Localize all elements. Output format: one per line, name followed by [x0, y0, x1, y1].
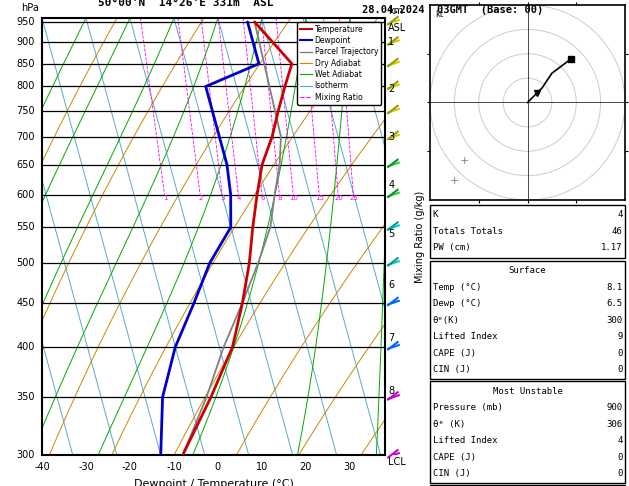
Text: Surface: Surface: [509, 266, 547, 275]
Text: -10: -10: [166, 462, 182, 472]
Text: km: km: [388, 5, 403, 16]
Text: 900: 900: [17, 37, 35, 47]
Text: 2: 2: [388, 84, 394, 94]
Text: 3: 3: [388, 132, 394, 141]
Text: 25: 25: [349, 195, 358, 201]
Text: 550: 550: [16, 222, 35, 232]
Text: Totals Totals: Totals Totals: [433, 227, 503, 236]
Text: 20: 20: [299, 462, 312, 472]
Text: 7: 7: [388, 332, 394, 343]
Text: 700: 700: [16, 132, 35, 141]
Text: 650: 650: [16, 159, 35, 170]
Text: 2: 2: [199, 195, 203, 201]
Text: 4: 4: [388, 180, 394, 190]
Text: Pressure (mb): Pressure (mb): [433, 403, 503, 412]
Text: 0: 0: [617, 365, 623, 374]
Text: 4: 4: [237, 195, 242, 201]
Text: 10: 10: [256, 462, 268, 472]
Text: LCL: LCL: [388, 457, 406, 468]
Text: 50°00'N  14°26'E 331m  ASL: 50°00'N 14°26'E 331m ASL: [98, 0, 274, 8]
Text: CAPE (J): CAPE (J): [433, 349, 476, 358]
Text: θᵉ (K): θᵉ (K): [433, 420, 465, 429]
Text: 6.5: 6.5: [606, 299, 623, 308]
Text: 1: 1: [388, 37, 394, 47]
Text: 800: 800: [17, 82, 35, 91]
Text: CAPE (J): CAPE (J): [433, 453, 476, 462]
Text: 4: 4: [617, 210, 623, 219]
Text: -40: -40: [34, 462, 50, 472]
Text: 8: 8: [388, 386, 394, 396]
Text: -30: -30: [78, 462, 94, 472]
Text: 5: 5: [388, 229, 394, 239]
Text: 500: 500: [16, 258, 35, 268]
Text: θᵉ(K): θᵉ(K): [433, 316, 459, 325]
Text: 900: 900: [606, 403, 623, 412]
Text: 6: 6: [260, 195, 265, 201]
Text: 28.04.2024  03GMT  (Base: 00): 28.04.2024 03GMT (Base: 00): [362, 5, 543, 15]
Text: 0: 0: [215, 462, 221, 472]
Text: hPa: hPa: [21, 3, 39, 13]
Text: Temp (°C): Temp (°C): [433, 283, 481, 292]
Text: 300: 300: [17, 450, 35, 460]
Text: 750: 750: [16, 106, 35, 116]
Text: 300: 300: [606, 316, 623, 325]
Text: 306: 306: [606, 420, 623, 429]
Text: 8: 8: [278, 195, 282, 201]
Text: 3: 3: [221, 195, 225, 201]
Text: 46: 46: [612, 227, 623, 236]
Text: Most Unstable: Most Unstable: [493, 387, 562, 396]
Text: Lifted Index: Lifted Index: [433, 332, 497, 341]
Text: 1.17: 1.17: [601, 243, 623, 252]
Text: 30: 30: [343, 462, 356, 472]
Text: -20: -20: [122, 462, 138, 472]
Text: 400: 400: [17, 342, 35, 352]
Text: +: +: [450, 175, 459, 186]
Text: Dewp (°C): Dewp (°C): [433, 299, 481, 308]
Text: 950: 950: [16, 17, 35, 27]
Text: Dewpoint / Temperature (°C): Dewpoint / Temperature (°C): [133, 479, 294, 486]
Text: CIN (J): CIN (J): [433, 365, 470, 374]
Text: 600: 600: [17, 190, 35, 200]
Text: 6: 6: [388, 280, 394, 290]
Text: 0: 0: [617, 349, 623, 358]
Text: 0: 0: [617, 469, 623, 478]
Text: Lifted Index: Lifted Index: [433, 436, 497, 445]
Text: 4: 4: [617, 436, 623, 445]
Text: +: +: [459, 156, 469, 166]
Text: PW (cm): PW (cm): [433, 243, 470, 252]
Text: 850: 850: [16, 59, 35, 69]
Text: 1: 1: [163, 195, 168, 201]
Text: 10: 10: [289, 195, 298, 201]
Text: 350: 350: [16, 392, 35, 402]
Text: 450: 450: [16, 297, 35, 308]
Text: 15: 15: [315, 195, 324, 201]
Text: CIN (J): CIN (J): [433, 469, 470, 478]
Text: 0: 0: [617, 453, 623, 462]
Legend: Temperature, Dewpoint, Parcel Trajectory, Dry Adiabat, Wet Adiabat, Isotherm, Mi: Temperature, Dewpoint, Parcel Trajectory…: [297, 22, 381, 104]
Text: 9: 9: [617, 332, 623, 341]
Text: ASL: ASL: [388, 23, 406, 33]
Text: 8.1: 8.1: [606, 283, 623, 292]
Text: Mixing Ratio (g/kg): Mixing Ratio (g/kg): [415, 191, 425, 283]
Text: kt: kt: [435, 10, 443, 19]
Text: 20: 20: [334, 195, 343, 201]
Text: K: K: [433, 210, 438, 219]
